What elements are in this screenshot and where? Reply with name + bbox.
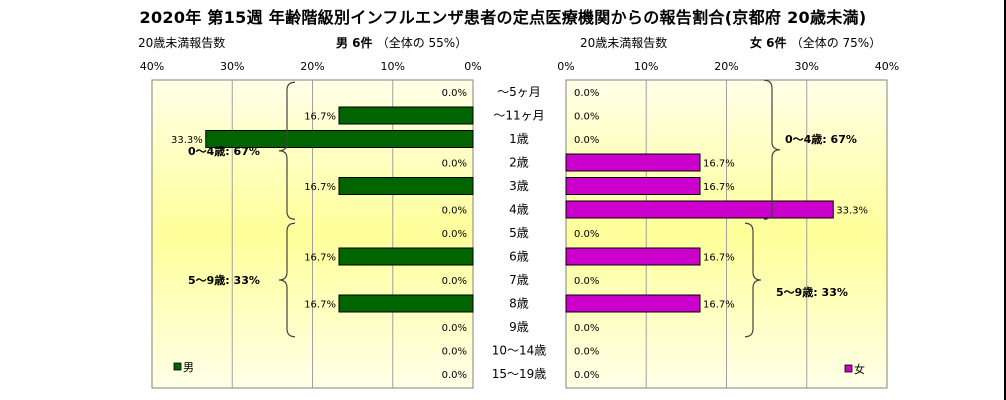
male-data-label: 0.0% [442, 370, 467, 381]
female-x-tick-label: 30% [795, 60, 819, 73]
male-data-label: 16.7% [304, 300, 336, 311]
category-label: 1歳 [509, 132, 529, 146]
male-group-annotation: 0～4歳: 67% [188, 144, 260, 158]
female-data-label: 0.0% [574, 347, 599, 358]
female-data-label: 0.0% [574, 370, 599, 381]
female-data-label: 0.0% [574, 323, 599, 334]
category-label: 6歳 [509, 250, 529, 264]
male-data-label: 0.0% [442, 206, 467, 217]
female-data-label: 16.7% [703, 182, 735, 193]
male-data-label: 0.0% [442, 159, 467, 170]
female-x-tick-label: 20% [714, 60, 738, 73]
male-x-tick-label: 10% [381, 60, 405, 73]
female-x-tick-label: 40% [875, 60, 899, 73]
male-header-count: 男 6件 [336, 36, 373, 50]
female-legend-label: 女 [854, 362, 865, 376]
male-legend-swatch [173, 362, 182, 371]
male-brace-5-9 [278, 222, 296, 338]
male-bar [338, 106, 474, 125]
male-data-label: 16.7% [304, 253, 336, 264]
category-label: 7歳 [509, 273, 529, 287]
male-data-label: 16.7% [304, 182, 336, 193]
category-label: 10～14歳 [492, 344, 547, 358]
female-header-count: 女 6件 [750, 36, 787, 50]
male-x-tick-label: 30% [220, 60, 244, 73]
female-bar [565, 294, 701, 313]
male-legend-label: 男 [183, 361, 194, 374]
female-bar [565, 177, 701, 195]
category-label: 2歳 [509, 156, 529, 170]
category-label: 3歳 [509, 179, 529, 193]
male-data-label: 0.0% [442, 276, 467, 287]
female-brace-5-9 [744, 222, 762, 338]
male-bar [338, 177, 474, 195]
right-panel-label: 20歳未満報告数 [580, 36, 668, 50]
male-data-label: 16.7% [304, 112, 336, 123]
male-data-label: 33.3% [171, 135, 203, 146]
male-header-share: （全体の 55%） [376, 36, 468, 50]
female-data-label: 0.0% [574, 88, 599, 99]
category-label: ～5ヶ月 [497, 85, 541, 99]
male-x-tick-label: 40% [140, 60, 164, 73]
male-brace-0-4 [278, 81, 296, 220]
female-data-label: 0.0% [574, 276, 599, 287]
female-x-tick-label: 10% [634, 60, 658, 73]
male-bar [338, 294, 474, 313]
male-group-annotation: 5～9歳: 33% [188, 273, 260, 287]
left-panel-label: 20歳未満報告数 [138, 36, 226, 50]
frame-border [1004, 0, 1006, 400]
category-label: 9歳 [509, 320, 529, 334]
male-header: 男 6件 （全体の 55%） [336, 34, 467, 51]
female-data-label: 16.7% [703, 159, 735, 170]
female-header: 女 6件 （全体の 75%） [750, 34, 881, 51]
female-brace-0-4 [763, 79, 781, 220]
category-label: 15～19歳 [492, 367, 547, 381]
male-bar [205, 130, 474, 148]
female-bar [565, 247, 701, 266]
female-legend-swatch [844, 364, 853, 373]
female-data-label: 0.0% [574, 112, 599, 123]
male-x-tick-label: 20% [300, 60, 324, 73]
female-header-share: （全体の 75%） [790, 36, 882, 50]
female-group-annotation: 5～9歳: 33% [776, 285, 848, 299]
chart-title: 2020年 第15週 年齢階級別インフルエンザ患者の定点医療機関からの報告割合(… [139, 8, 867, 27]
male-data-label: 0.0% [442, 229, 467, 240]
male-data-label: 0.0% [442, 88, 467, 99]
female-group-annotation: 0～4歳: 67% [785, 132, 857, 146]
female-bar [565, 200, 834, 219]
male-bar [338, 247, 474, 266]
category-label: 4歳 [509, 203, 529, 217]
female-data-label: 33.3% [836, 206, 868, 217]
female-bar [565, 153, 701, 172]
female-data-label: 0.0% [574, 135, 599, 146]
category-label: ～11ヶ月 [493, 109, 544, 123]
category-label: 5歳 [509, 226, 529, 240]
female-x-tick-label: 0% [557, 60, 574, 73]
male-x-tick-label: 0% [464, 60, 481, 73]
female-data-label: 16.7% [703, 253, 735, 264]
female-data-label: 0.0% [574, 229, 599, 240]
category-label: 8歳 [509, 297, 529, 311]
female-data-label: 16.7% [703, 300, 735, 311]
male-data-label: 0.0% [442, 347, 467, 358]
male-data-label: 0.0% [442, 323, 467, 334]
